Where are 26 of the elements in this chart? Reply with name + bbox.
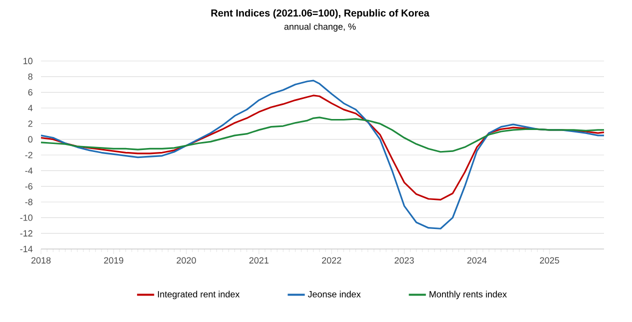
x-tick-label: 2021 bbox=[249, 257, 269, 264]
chart-subtitle: annual change, % bbox=[284, 23, 356, 32]
chart-title: Rent Indices (2021.06=100), Republic of Korea bbox=[211, 9, 430, 19]
y-tick-label: -14 bbox=[20, 246, 33, 252]
x-tick-label: 2018 bbox=[31, 257, 51, 264]
y-tick-label: 6 bbox=[28, 89, 32, 96]
x-tick-label: 2024 bbox=[467, 257, 487, 264]
y-tick-label: 10 bbox=[24, 58, 32, 64]
x-tick-label: 2020 bbox=[176, 257, 196, 264]
y-tick-label: 0 bbox=[28, 136, 32, 143]
y-tick-label: -12 bbox=[20, 230, 32, 236]
y-tick-label: -8 bbox=[25, 198, 32, 206]
y-tick-label: -4 bbox=[25, 168, 33, 174]
y-tick-label: -10 bbox=[20, 214, 32, 221]
x-tick-label: 2025 bbox=[540, 257, 560, 264]
legend-label: Monthly rents index bbox=[430, 290, 507, 300]
x-tick-label: 2022 bbox=[322, 257, 342, 264]
y-tick-label: -2 bbox=[25, 152, 32, 158]
x-tick-label: 2019 bbox=[104, 257, 124, 264]
y-tick-label: 8 bbox=[28, 73, 32, 80]
y-tick-label: 2 bbox=[28, 120, 32, 127]
y-tick-label: 4 bbox=[28, 104, 33, 112]
legend-label: Jeonse index bbox=[308, 290, 361, 298]
legend-label: Integrated rent index bbox=[158, 290, 240, 300]
x-tick-label: 2023 bbox=[394, 257, 414, 264]
y-tick-label: -6 bbox=[25, 183, 32, 190]
